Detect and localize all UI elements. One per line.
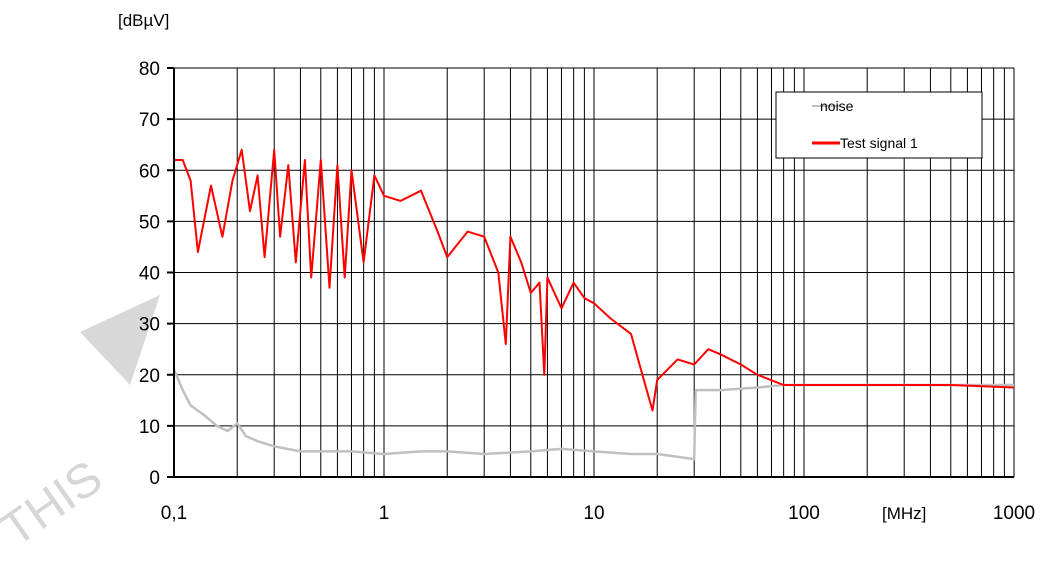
- x-tick-label: 1: [379, 503, 390, 524]
- watermark-arrow-shape: [80, 295, 160, 385]
- y-tick-label: 70: [139, 110, 160, 131]
- x-axis-label: [MHz]: [882, 504, 926, 523]
- legend: noise Test signal 1: [775, 91, 983, 159]
- legend-label-noise: noise: [820, 98, 854, 114]
- x-tick-label: 10: [583, 503, 604, 524]
- watermark-text: THIS: [0, 451, 112, 557]
- y-axis-label: [dBµV]: [118, 11, 169, 30]
- tick-labels: 0 10 20 30 40 50 60 70 80 0,1 1 10 100 1000: [139, 59, 1035, 524]
- series-line-test-signal: [174, 148, 1015, 412]
- legend-box: [775, 91, 983, 159]
- x-tick-label: 1000: [993, 503, 1035, 524]
- x-tick-label: 0,1: [161, 503, 187, 524]
- y-tick-label: 20: [139, 366, 160, 387]
- y-tick-label: 50: [139, 212, 160, 233]
- legend-label-test-signal: Test signal 1: [840, 135, 918, 151]
- y-tick-label: 60: [139, 161, 160, 182]
- axes: [167, 67, 1014, 478]
- x-tick-label: 100: [788, 503, 820, 524]
- y-tick-label: 0: [149, 468, 160, 489]
- y-tick-label: 10: [139, 417, 160, 438]
- y-tick-label: 30: [139, 315, 160, 336]
- series-layer: [172, 148, 1015, 461]
- watermark: THIS: [0, 295, 160, 557]
- series-line-noise: [172, 369, 1014, 461]
- y-tick-label: 80: [139, 59, 160, 80]
- y-tick-label: 40: [139, 264, 160, 285]
